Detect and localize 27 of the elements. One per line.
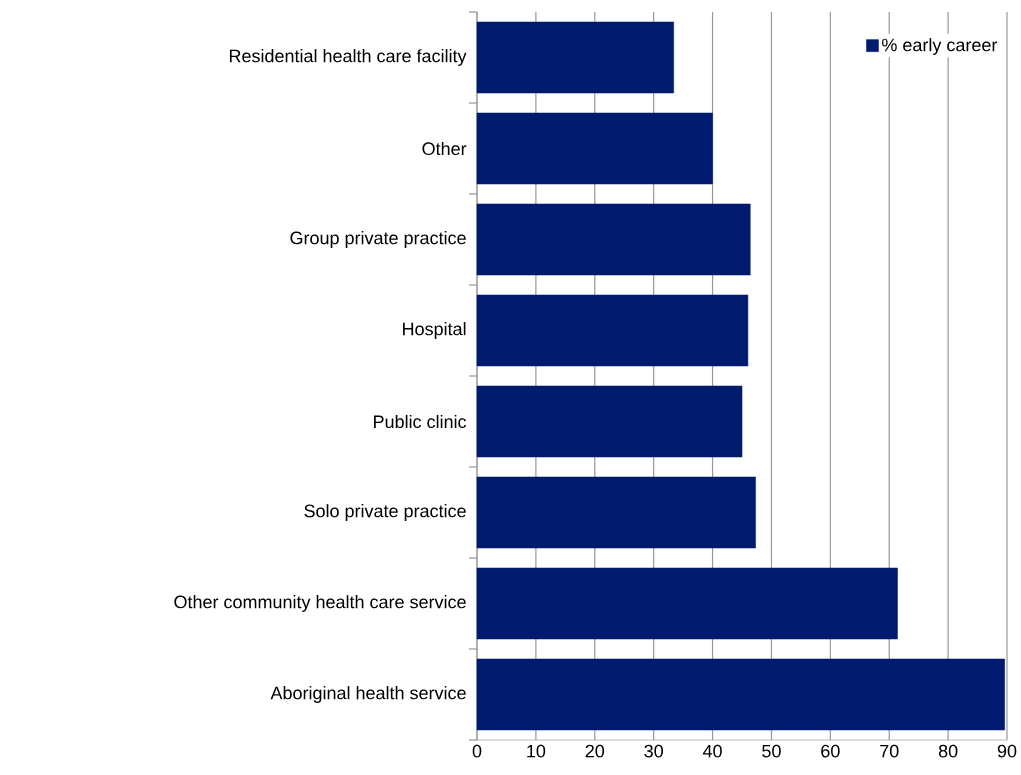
bar: [476, 476, 756, 549]
y-tick-label: Aboriginal health service: [270, 686, 466, 703]
y-tick-label: Residential health care facility: [229, 49, 467, 66]
y-tick-label: Other community health care service: [174, 595, 466, 612]
x-tick-label: 10: [527, 744, 546, 758]
bar: [476, 21, 674, 94]
x-tick-label: 60: [821, 744, 840, 758]
x-tick-label: 50: [762, 744, 781, 758]
bar: [476, 294, 749, 367]
x-tick-label: 90: [997, 744, 1017, 758]
x-tick-label: 70: [880, 744, 899, 758]
bar: [476, 203, 751, 276]
bar: [476, 567, 898, 640]
y-tick-label: Group private practice: [290, 231, 466, 248]
x-tick-label: 80: [938, 744, 958, 758]
y-tick-label: Public clinic: [374, 414, 467, 429]
y-tick-label: Other: [422, 141, 467, 156]
bar: [476, 385, 743, 458]
y-tick-label: Hospital: [403, 322, 466, 339]
x-tick-label: 20: [585, 744, 605, 758]
y-tick-label: Solo private practice: [304, 504, 466, 521]
bar: [476, 112, 713, 185]
bar: [476, 658, 1005, 731]
x-tick-label: 30: [644, 744, 663, 758]
x-tick-label: 40: [702, 744, 722, 758]
legend-label: % early career: [882, 38, 998, 55]
x-tick-label: 0: [472, 744, 482, 758]
